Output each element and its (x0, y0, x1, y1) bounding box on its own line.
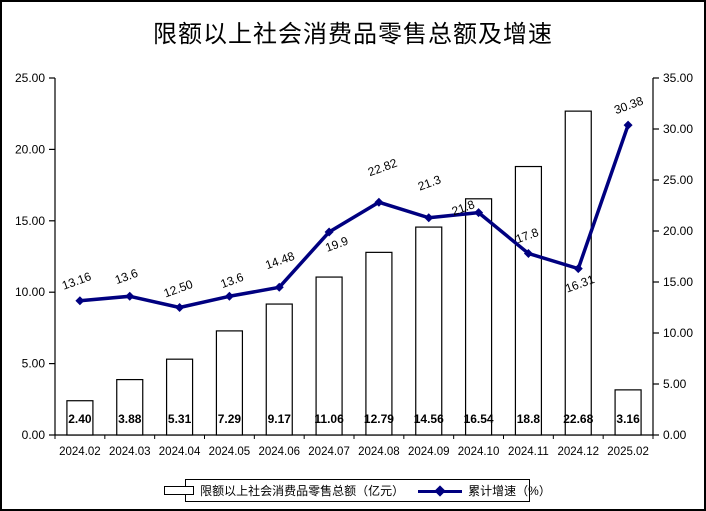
diamond-marker-icon (75, 296, 85, 306)
x-axis-category-label: 2024.10 (458, 446, 500, 458)
left-axis-tick-label: 10.00 (15, 285, 45, 299)
right-axis-tick-label: 25.00 (663, 173, 693, 187)
bar-value-label: 22.68 (563, 412, 593, 426)
left-axis-tick-label: 0.00 (22, 428, 46, 442)
bar-value-label: 2.40 (68, 412, 92, 426)
bar-value-label: 3.16 (616, 412, 640, 426)
x-axis-category-label: 2024.09 (408, 446, 450, 458)
diamond-marker-icon (374, 197, 384, 207)
line-value-label: 19.9 (323, 234, 350, 255)
diamond-marker-icon (523, 248, 533, 258)
bar (614, 389, 642, 436)
bar (514, 165, 543, 436)
x-axis-category-label: 2024.07 (308, 446, 350, 458)
left-axis-tick-label: 20.00 (15, 142, 45, 156)
diamond-marker-icon (573, 264, 583, 274)
bar-value-label: 11.06 (314, 412, 344, 426)
chart-title: 限额以上社会消费品零售总额及增速 (153, 22, 553, 48)
left-axis-tick-label: 15.00 (15, 214, 45, 228)
right-axis-tick-label: 35.00 (663, 71, 693, 85)
right-axis-tick-label: 10.00 (663, 326, 693, 340)
diamond-marker-icon (274, 282, 284, 292)
line-value-label: 30.38 (612, 94, 645, 118)
right-axis-tick-label: 15.00 (663, 275, 693, 289)
bar (464, 198, 493, 436)
right-axis-tick-label: 20.00 (663, 224, 693, 238)
bar-value-label: 3.88 (118, 412, 142, 426)
bar-value-label: 5.31 (168, 412, 192, 426)
diamond-marker-icon (175, 303, 185, 312)
bar-value-label: 14.56 (414, 412, 444, 426)
diamond-marker-icon (623, 120, 633, 130)
x-axis-category-label: 2025.02 (607, 446, 649, 458)
bar (315, 276, 343, 436)
right-axis-tick-label: 30.00 (663, 122, 693, 136)
x-axis-category-label: 2024.03 (109, 446, 151, 458)
bar-series-swatch (164, 486, 195, 495)
growth-line (79, 124, 630, 310)
bar (66, 400, 94, 436)
line-value-label: 14.48 (263, 249, 296, 273)
bar (265, 303, 293, 436)
diamond-marker-icon (434, 484, 446, 497)
right-axis-tick-label: 5.00 (663, 377, 687, 391)
x-axis-category-label: 2024.06 (258, 446, 300, 458)
line-series-swatch (418, 484, 463, 497)
x-axis-category-label: 2024.11 (508, 446, 549, 458)
right-axis-tick-label: 0.00 (663, 428, 687, 442)
x-axis-category-label: 2024.02 (59, 446, 101, 458)
diamond-marker-icon (125, 291, 135, 301)
x-axis-category-label: 2024.12 (557, 446, 599, 458)
legend: 限额以上社会消费品零售总额（亿元） 累计增速（%） (164, 479, 551, 502)
bar-value-label: 9.17 (268, 412, 292, 426)
x-axis-category-label: 2024.08 (358, 446, 400, 458)
bar-series-label: 限额以上社会消费品零售总额（亿元） (200, 484, 405, 498)
bar-value-label: 18.8 (517, 412, 541, 426)
line-value-label: 12.50 (162, 277, 195, 301)
x-axis-category-label: 2024.05 (209, 446, 251, 458)
diamond-marker-icon (324, 227, 334, 237)
bar (365, 251, 393, 436)
diamond-marker-icon (224, 291, 234, 301)
left-axis-tick-label: 5.00 (22, 357, 46, 371)
bar-value-label: 16.54 (464, 412, 494, 426)
line-value-label: 22.82 (366, 156, 399, 180)
line-value-label: 13.6 (219, 270, 246, 291)
line-value-label: 13.16 (60, 269, 93, 293)
left-axis-tick-label: 25.00 (15, 71, 45, 85)
x-axis-category-label: 2024.04 (159, 446, 201, 458)
bar (415, 226, 443, 436)
diamond-marker-icon (424, 213, 434, 223)
bar-value-label: 7.29 (218, 412, 242, 426)
line-value-label: 13.6 (113, 266, 140, 287)
line-series-label: 累计增速（%） (468, 484, 551, 498)
bar (215, 330, 244, 436)
bar (116, 378, 144, 436)
bar-value-label: 12.79 (364, 412, 394, 426)
diamond-marker-icon (474, 208, 484, 218)
bar (165, 358, 194, 436)
line-value-label: 21.3 (416, 172, 443, 193)
